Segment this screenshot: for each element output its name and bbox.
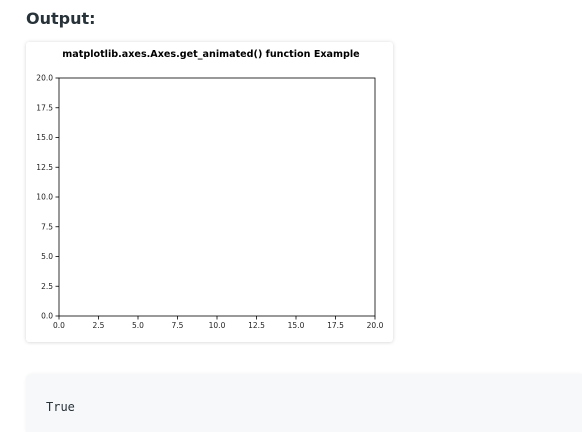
- x-tick-label: 17.5: [327, 321, 344, 330]
- y-tick-label: 15.0: [36, 133, 53, 142]
- x-tick-label: 15.0: [288, 321, 305, 330]
- x-tick-label: 5.0: [132, 321, 144, 330]
- x-tick-label: 10.0: [209, 321, 226, 330]
- y-tick-label: 17.5: [36, 103, 53, 112]
- y-tick-label: 20.0: [36, 74, 53, 83]
- y-tick-label: 7.5: [41, 222, 53, 231]
- x-tick-label: 2.5: [93, 321, 105, 330]
- figure-card: matplotlib.axes.Axes.get_animated() func…: [26, 42, 393, 342]
- plot-frame: [58, 77, 376, 317]
- x-tick-label: 20.0: [367, 321, 384, 330]
- y-tick-label: 5.0: [41, 252, 53, 261]
- x-tick-label: 12.5: [248, 321, 265, 330]
- chart-title: matplotlib.axes.Axes.get_animated() func…: [62, 49, 360, 60]
- y-tick-label: 2.5: [41, 282, 53, 291]
- output-text: True: [46, 400, 75, 414]
- y-tick-label: 12.5: [36, 163, 53, 172]
- output-heading: Output:: [26, 9, 96, 28]
- chart: matplotlib.axes.Axes.get_animated() func…: [36, 49, 384, 330]
- y-tick-label: 10.0: [36, 193, 53, 202]
- output-code-block: True: [26, 374, 582, 432]
- x-tick-label: 7.5: [172, 321, 184, 330]
- x-tick-label: 0.0: [53, 321, 65, 330]
- y-axis: 0.0 2.5 5.0 7.5 10.0 12.5 15.0 17.5 20.0: [36, 74, 59, 321]
- y-tick-label: 0.0: [41, 312, 53, 321]
- x-axis: 0.0 2.5 5.0 7.5 10.0 12.5 15.0 17.5 20.0: [53, 316, 384, 330]
